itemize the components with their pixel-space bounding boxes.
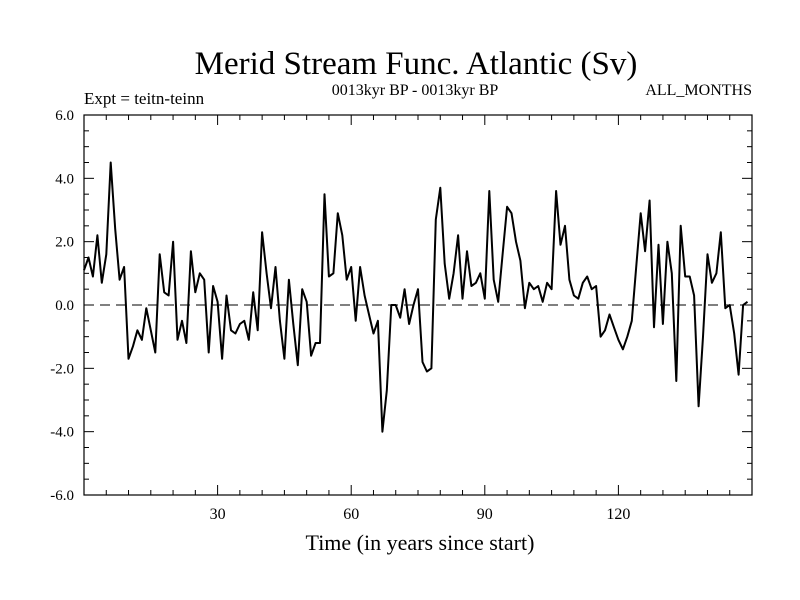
x-axis-title: Time (in years since start) <box>306 530 535 555</box>
x-tick-label: 120 <box>606 506 630 523</box>
chart-title: Merid Stream Func. Atlantic (Sv) <box>195 46 638 82</box>
experiment-label: Expt = teitn-teinn <box>84 89 205 108</box>
y-tick-label: 6.0 <box>55 108 74 124</box>
x-tick-label: 90 <box>477 506 493 523</box>
y-tick-label: 2.0 <box>55 235 74 251</box>
period-label: 0013kyr BP - 0013kyr BP <box>332 82 499 99</box>
series-line <box>83 161 749 433</box>
x-tick-label: 60 <box>343 506 359 523</box>
y-tick-label: -4.0 <box>50 425 74 441</box>
y-axis: -6.0 -4.0 -2.0 0.0 2.0 4.0 6.0 <box>50 108 752 504</box>
y-tick-label: -2.0 <box>50 361 74 377</box>
x-axis: 30 60 90 120 <box>105 115 731 523</box>
months-label: ALL_MONTHS <box>645 82 752 99</box>
y-tick-label: -6.0 <box>50 488 74 504</box>
y-tick-label: 0.0 <box>55 298 74 314</box>
x-tick-label: 30 <box>210 506 226 523</box>
y-tick-label: 4.0 <box>55 171 74 187</box>
